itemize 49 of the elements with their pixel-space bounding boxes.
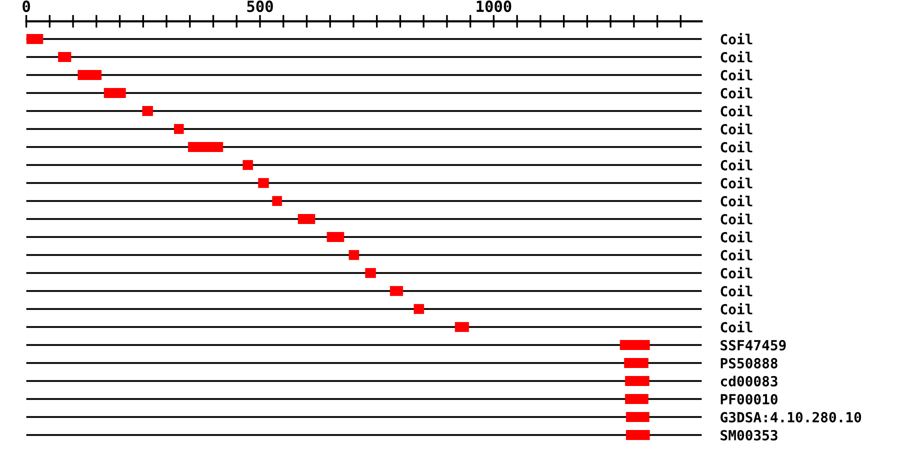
y-tick-label: Coil (720, 32, 752, 44)
x-tick-label: 0 (22, 0, 30, 12)
bar (272, 196, 282, 206)
bar (454, 322, 469, 332)
bar (626, 412, 650, 422)
bar (365, 268, 376, 278)
bar (78, 70, 102, 80)
y-tick-label: Coil (720, 302, 752, 314)
y-tick-label: Coil (720, 212, 752, 224)
bar (625, 376, 650, 386)
y-tick-label: cd00083 (720, 376, 778, 386)
y-tick-label: Coil (720, 176, 752, 188)
y-tick-label: G3DSA:4.10.280.10 (720, 412, 862, 422)
y-tick-label: Coil (720, 104, 752, 116)
y-tick-label: SSF47459 (720, 340, 786, 351)
y-tick-label: PS50888 (720, 358, 778, 368)
bar (625, 394, 648, 404)
y-tick-label: Coil (720, 266, 752, 278)
y-tick-label: Coil (720, 158, 752, 170)
y-tick-label: Coil (720, 122, 752, 134)
bar (58, 52, 72, 62)
bar (104, 88, 126, 98)
y-tick-label: Coil (720, 284, 752, 296)
bar (142, 106, 153, 116)
y-tick-label: Coil (720, 50, 752, 62)
bar (188, 142, 224, 152)
x-tick-label: 500 (247, 0, 273, 12)
y-tick-label: SM00353 (720, 430, 778, 440)
bar (26, 34, 44, 44)
bar (620, 340, 650, 350)
y-tick-label: Coil (720, 194, 752, 206)
bar (390, 286, 404, 296)
y-tick-label: Coil (720, 248, 752, 260)
bar (414, 304, 424, 314)
y-tick-label: Coil (720, 320, 752, 332)
bar (624, 358, 648, 368)
bar (326, 232, 344, 242)
bar (626, 430, 650, 440)
y-tick-label: Coil (720, 230, 752, 242)
x-tick-label: 1000 (476, 0, 512, 12)
y-tick-label: Coil (720, 140, 752, 152)
y-tick-label: Coil (720, 68, 752, 80)
bar (348, 250, 360, 260)
bar (174, 124, 184, 134)
y-tick-label: PF00010 (720, 394, 778, 404)
bar (242, 160, 253, 170)
bar (258, 178, 269, 188)
bar (298, 214, 316, 224)
y-tick-label: Coil (720, 86, 752, 98)
